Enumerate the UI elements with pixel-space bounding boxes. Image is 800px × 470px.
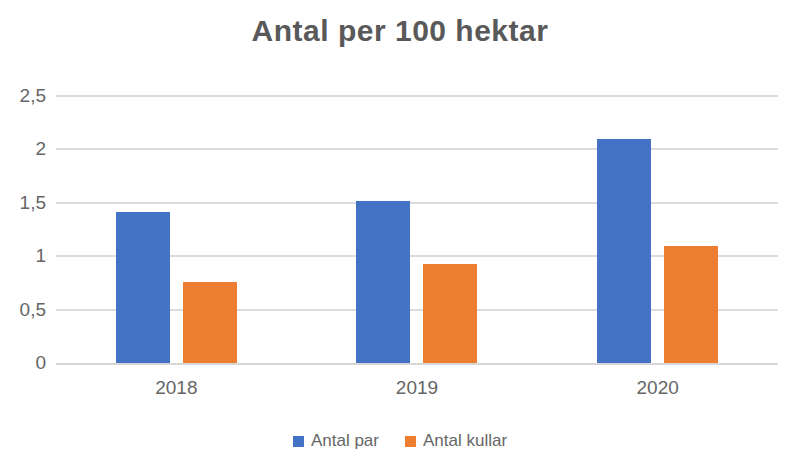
bar-group-2018 xyxy=(56,96,297,363)
bar-antal-kullar-2020 xyxy=(664,246,718,363)
x-axis-tick-label-2019: 2019 xyxy=(297,377,538,399)
bar-antal-kullar-2018 xyxy=(183,282,237,363)
x-axis-tick-label-2020: 2020 xyxy=(537,377,778,399)
legend-item-antal-kullar: Antal kullar xyxy=(405,431,507,451)
legend-swatch-icon-antal-par xyxy=(293,436,304,447)
legend-label-antal-par: Antal par xyxy=(311,431,379,451)
bar-chart: Antal per 100 hektar 00,511,522,52018201… xyxy=(0,0,800,470)
legend-swatch-icon-antal-kullar xyxy=(405,436,416,447)
x-axis-tick-label-2018: 2018 xyxy=(56,377,297,399)
bar-group-2020 xyxy=(537,96,778,363)
y-axis-tick-label-2: 2 xyxy=(0,138,46,160)
y-axis-tick-label-1-5: 1,5 xyxy=(0,192,46,214)
legend-item-antal-par: Antal par xyxy=(293,431,379,451)
y-axis-tick-label-2-5: 2,5 xyxy=(0,85,46,107)
bar-antal-par-2020 xyxy=(597,139,651,363)
legend: Antal par Antal kullar xyxy=(0,431,800,451)
plot-area: 00,511,522,5201820192020 xyxy=(56,96,778,365)
bar-antal-par-2019 xyxy=(356,201,410,363)
y-axis-tick-label-0: 0 xyxy=(0,352,46,374)
chart-title: Antal per 100 hektar xyxy=(0,14,800,48)
bar-group-2019 xyxy=(297,96,538,363)
bar-antal-par-2018 xyxy=(116,212,170,363)
y-axis-tick-label-0-5: 0,5 xyxy=(0,299,46,321)
y-axis-tick-label-1: 1 xyxy=(0,245,46,267)
legend-label-antal-kullar: Antal kullar xyxy=(423,431,507,451)
bar-antal-kullar-2019 xyxy=(423,264,477,363)
